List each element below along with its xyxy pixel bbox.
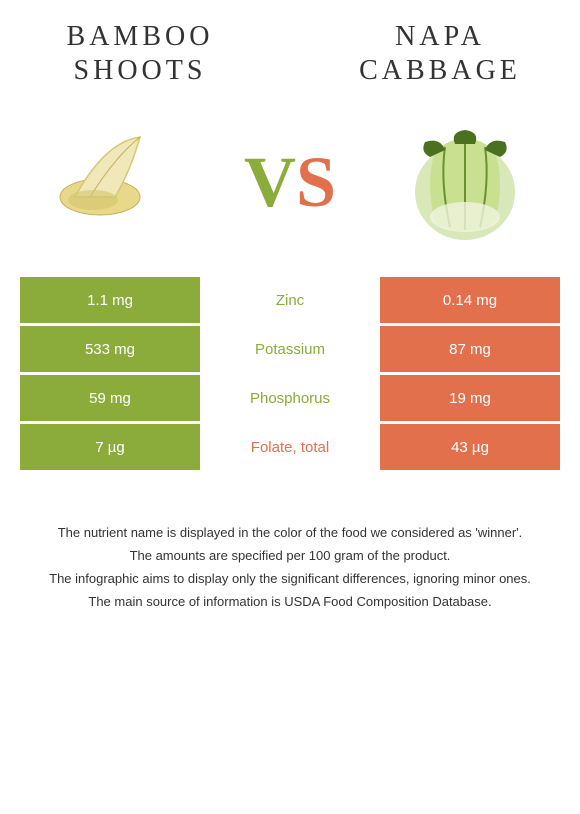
footer-line: The main source of information is USDA F… (49, 592, 531, 613)
table-row: 1.1 mgZinc0.14 mg (20, 277, 560, 323)
footer-notes: The nutrient name is displayed in the co… (19, 523, 561, 614)
nutrient-name: Phosphorus (200, 375, 380, 421)
table-row: 533 mgPotassium87 mg (20, 326, 560, 372)
footer-line: The amounts are specified per 100 gram o… (49, 546, 531, 567)
vs-s: S (296, 142, 336, 222)
footer-line: The infographic aims to display only the… (49, 569, 531, 590)
left-value: 1.1 mg (20, 277, 200, 323)
left-value: 7 µg (20, 424, 200, 470)
nutrient-table: 1.1 mgZinc0.14 mg533 mgPotassium87 mg59 … (20, 277, 560, 473)
bamboo-shoots-icon (40, 117, 190, 247)
images-row: VS (0, 97, 580, 277)
right-value: 0.14 mg (380, 277, 560, 323)
vs-label: VS (244, 141, 336, 224)
right-value: 19 mg (380, 375, 560, 421)
table-row: 7 µgFolate, total43 µg (20, 424, 560, 470)
right-value: 87 mg (380, 326, 560, 372)
right-value: 43 µg (380, 424, 560, 470)
left-value: 533 mg (20, 326, 200, 372)
nutrient-name: Folate, total (200, 424, 380, 470)
header: BAMBOO SHOOTS NAPA CABBAGE (0, 0, 580, 97)
table-row: 59 mgPhosphorus19 mg (20, 375, 560, 421)
vs-v: V (244, 142, 296, 222)
right-food-title: NAPA CABBAGE (340, 20, 540, 87)
footer-line: The nutrient name is displayed in the co… (49, 523, 531, 544)
napa-cabbage-icon (390, 117, 540, 247)
left-food-title: BAMBOO SHOOTS (40, 20, 240, 87)
nutrient-name: Potassium (200, 326, 380, 372)
nutrient-name: Zinc (200, 277, 380, 323)
left-value: 59 mg (20, 375, 200, 421)
